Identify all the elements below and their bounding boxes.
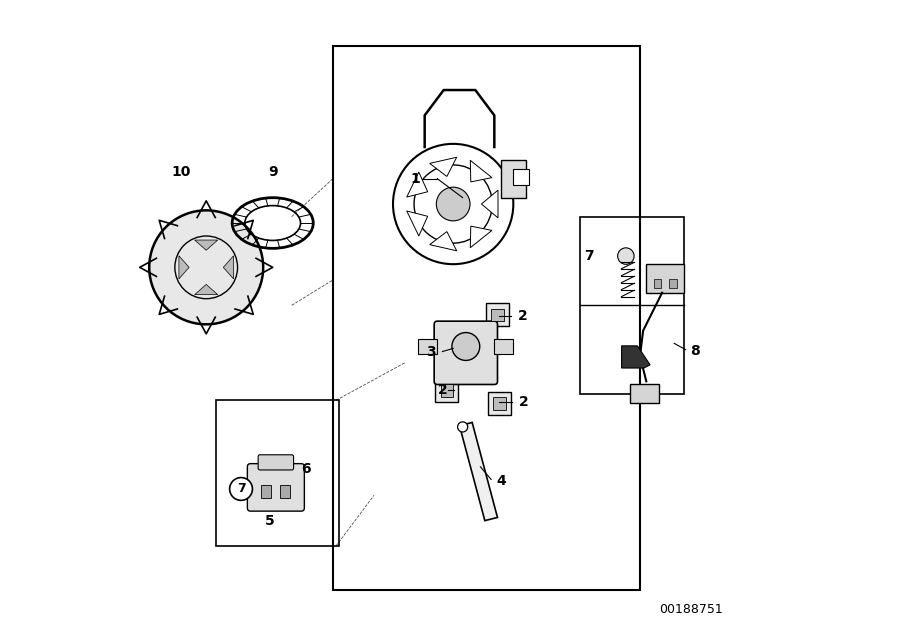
- Text: 00188751: 00188751: [659, 603, 723, 616]
- Bar: [436, 380, 458, 402]
- Polygon shape: [429, 157, 456, 176]
- Text: 2: 2: [518, 309, 527, 323]
- Polygon shape: [429, 232, 456, 251]
- Bar: [494, 339, 513, 354]
- FancyBboxPatch shape: [248, 464, 304, 511]
- Bar: [216, 400, 339, 546]
- Bar: [333, 46, 640, 590]
- Polygon shape: [622, 346, 650, 368]
- Bar: [513, 169, 529, 185]
- Text: 3: 3: [427, 345, 436, 359]
- Text: 7: 7: [584, 249, 594, 263]
- Bar: [493, 397, 506, 410]
- FancyBboxPatch shape: [434, 321, 498, 385]
- Circle shape: [230, 478, 252, 501]
- Circle shape: [436, 187, 470, 221]
- Circle shape: [149, 211, 263, 324]
- Polygon shape: [482, 190, 498, 218]
- Polygon shape: [460, 422, 498, 521]
- Text: 6: 6: [302, 462, 310, 476]
- Bar: [440, 385, 454, 397]
- Text: 9: 9: [268, 165, 277, 179]
- Bar: [280, 485, 291, 499]
- Text: 10: 10: [171, 165, 191, 179]
- Bar: [500, 160, 526, 198]
- Circle shape: [617, 248, 634, 265]
- Bar: [669, 279, 677, 288]
- Bar: [646, 264, 684, 293]
- Text: 2: 2: [438, 383, 448, 397]
- Polygon shape: [223, 256, 233, 279]
- Bar: [418, 339, 437, 354]
- Bar: [580, 217, 684, 394]
- Text: 4: 4: [496, 474, 506, 488]
- Polygon shape: [194, 284, 218, 294]
- Text: 1: 1: [410, 172, 420, 186]
- Text: 7: 7: [237, 483, 246, 495]
- Polygon shape: [471, 226, 492, 247]
- Text: 5: 5: [265, 514, 274, 528]
- Circle shape: [452, 333, 480, 361]
- Polygon shape: [407, 211, 428, 236]
- Bar: [491, 308, 504, 321]
- Bar: [261, 485, 272, 499]
- Circle shape: [457, 422, 468, 432]
- Polygon shape: [471, 160, 492, 182]
- Bar: [654, 279, 662, 288]
- Bar: [631, 385, 659, 403]
- Polygon shape: [179, 256, 189, 279]
- Text: 2: 2: [518, 394, 528, 408]
- Polygon shape: [407, 172, 428, 197]
- Bar: [488, 392, 511, 415]
- Text: 8: 8: [690, 344, 700, 358]
- FancyBboxPatch shape: [258, 455, 293, 470]
- Bar: [486, 303, 508, 326]
- Polygon shape: [194, 240, 218, 250]
